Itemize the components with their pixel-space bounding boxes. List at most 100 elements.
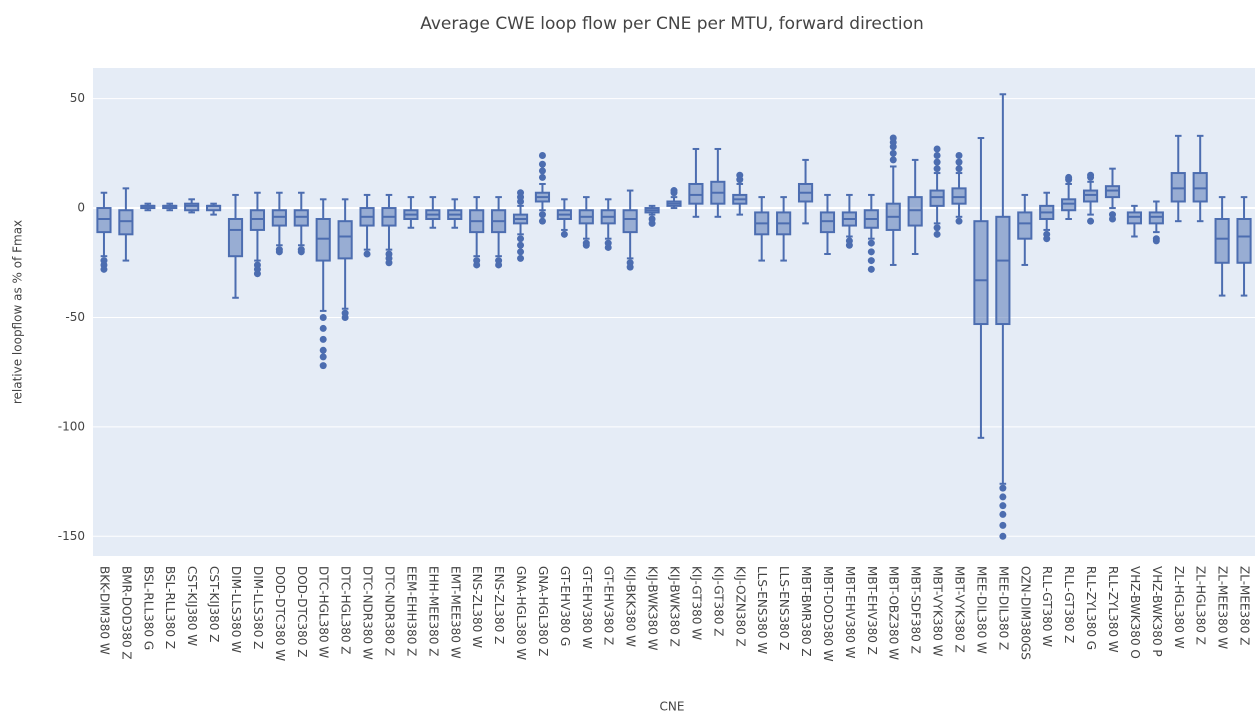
outlier — [1152, 237, 1160, 245]
x-tick-label: GT-EHV380 Z — [602, 566, 616, 645]
outlier — [889, 156, 897, 164]
x-tick-label: EHH-MEE380 Z — [426, 566, 440, 656]
y-tick-label: -100 — [58, 419, 85, 433]
outlier — [538, 167, 546, 175]
x-tick-label: LLS-ENS380 Z — [777, 566, 791, 650]
outlier — [933, 145, 941, 153]
x-tick-label: RLL-GT380 Z — [1062, 566, 1076, 643]
box — [249, 209, 266, 231]
box — [951, 187, 967, 205]
x-tick-label: EMT-MEE380 W — [448, 566, 462, 659]
outlier — [955, 158, 963, 166]
x-tick-label: CST-KIJ380 W — [185, 566, 199, 646]
outlier — [319, 313, 327, 321]
box — [1148, 211, 1164, 225]
box — [1170, 172, 1186, 203]
outlier — [253, 270, 261, 278]
outlier — [1043, 235, 1051, 243]
x-tick-label: KIJ-GT380 W — [689, 566, 703, 640]
outlier — [1087, 171, 1095, 179]
x-tick-label: BSL-RLL380 Z — [163, 566, 177, 649]
x-tick-label: DIM-LLS380 W — [229, 566, 243, 653]
x-tick-label: KIJ-BWK380 Z — [668, 566, 682, 647]
outlier — [604, 243, 612, 251]
x-tick-label: MBT-EHV380 Z — [865, 566, 879, 655]
box — [688, 182, 704, 205]
x-tick-label: VHZ-BWK380 P — [1150, 566, 1164, 657]
outlier — [538, 217, 546, 225]
box — [1126, 211, 1142, 225]
x-tick-label: ZL-MEE380 Z — [1238, 566, 1252, 645]
box — [622, 209, 638, 234]
x-tick-label: DTC-NDR380 W — [361, 566, 375, 660]
outlier — [517, 235, 525, 243]
outlier — [999, 502, 1007, 510]
outlier — [933, 230, 941, 238]
outlier — [955, 217, 963, 225]
box — [907, 196, 923, 227]
x-tick-label: MBT-DOD380 W — [821, 566, 835, 662]
outlier — [275, 248, 283, 256]
x-tick-label: EEM-EHH380 Z — [404, 566, 418, 656]
x-tick-label: LLS-ENS380 W — [755, 566, 769, 654]
y-tick-label: 0 — [77, 201, 85, 215]
outlier — [1087, 217, 1095, 225]
x-tick-label: MEE-DIL380 Z — [996, 566, 1010, 650]
outlier — [648, 219, 656, 227]
box — [293, 209, 309, 227]
outlier — [867, 265, 875, 273]
x-tick-label: KIJ-OZN380 Z — [733, 566, 747, 647]
x-tick-label: MBT-BMR380 Z — [799, 566, 813, 657]
outlier — [845, 241, 853, 249]
box — [337, 220, 353, 260]
outlier — [1108, 215, 1116, 223]
outlier — [955, 152, 963, 160]
x-tick-label: KIJ-GT380 Z — [711, 566, 725, 636]
outlier — [1065, 173, 1073, 181]
x-tick-label: RLL-ZYL380 G — [1084, 566, 1098, 650]
x-tick-label: CST-KIJ380 Z — [207, 566, 221, 642]
box — [1214, 217, 1230, 264]
box — [96, 207, 112, 234]
outlier — [319, 324, 327, 332]
outlier — [889, 149, 897, 157]
y-axis-title: relative loopflow as % of Fmax — [11, 220, 25, 404]
x-tick-label: ZL-MEE380 W — [1216, 566, 1230, 649]
outlier — [582, 241, 590, 249]
box — [1017, 211, 1033, 240]
chart-title: Average CWE loop flow per CNE per MTU, f… — [420, 14, 924, 34]
outlier — [100, 265, 108, 273]
outlier — [560, 230, 568, 238]
outlier — [999, 510, 1007, 518]
x-tick-label: DTC-NDR380 Z — [382, 566, 396, 656]
outlier — [933, 152, 941, 160]
outlier — [319, 353, 327, 361]
outlier — [517, 254, 525, 262]
x-tick-label: GNA-HGL380 Z — [536, 566, 550, 657]
x-tick-label: DTC-HGL380 W — [317, 566, 331, 658]
box — [995, 215, 1011, 326]
x-tick-label: ENS-ZL380 Z — [492, 566, 506, 644]
outlier — [999, 521, 1007, 529]
box — [1082, 189, 1099, 203]
outlier — [933, 224, 941, 232]
box — [973, 220, 989, 326]
x-tick-label: ZL-HGL380 Z — [1194, 566, 1208, 645]
box — [184, 202, 200, 212]
box — [118, 209, 134, 236]
outlier — [867, 257, 875, 265]
outlier — [517, 189, 525, 197]
outlier — [889, 134, 897, 142]
outlier — [495, 261, 503, 269]
x-tick-label: MBT-EHV380 W — [843, 566, 857, 659]
x-tick-label: VHZ-BWK380 O — [1128, 566, 1142, 659]
x-tick-label: GT-EHV380 W — [580, 566, 594, 649]
outlier — [999, 493, 1007, 501]
outlier — [319, 346, 327, 354]
box — [315, 217, 331, 262]
outlier — [933, 158, 941, 166]
x-tick-label: MBT-OBZ380 W — [887, 566, 901, 660]
x-tick-label: GT-EHV380 G — [558, 566, 572, 646]
outlier — [319, 362, 327, 370]
